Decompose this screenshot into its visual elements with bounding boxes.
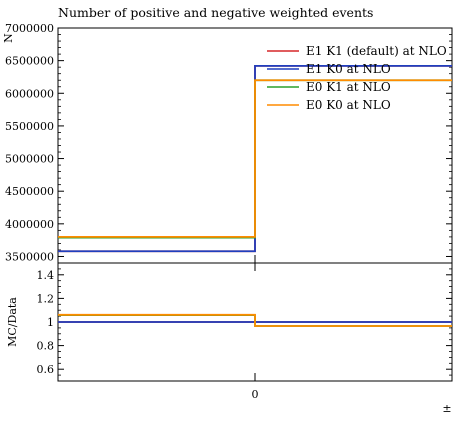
main-y-tick-label: 6500000 — [5, 55, 54, 68]
main-series — [58, 64, 452, 253]
ratio-series — [58, 313, 452, 327]
main-y-tick-label: 4000000 — [5, 218, 54, 231]
ratio-y-tick-label: 1.2 — [37, 292, 55, 305]
main-y-tick-label: 5500000 — [5, 120, 54, 133]
main-series-line — [58, 79, 452, 238]
legend-label: E0 K1 at NLO — [306, 80, 391, 94]
ratio-y-ticks: 0.6 0.8 1 1.2 1.4 — [37, 262, 452, 382]
main-y-tick-label: 3500000 — [5, 250, 54, 263]
main-y-tick-label: 6000000 — [5, 87, 54, 100]
legend-label: E1 K0 at NLO — [306, 62, 391, 76]
ratio-series-line — [58, 313, 452, 327]
ratio-y-tick-label: 0.8 — [37, 340, 55, 353]
ratio-y-tick-label: 0.6 — [37, 363, 55, 376]
main-y-ticks: 3500000 4000000 4500000 5000000 5500000 60000… — [5, 22, 452, 263]
legend-label: E0 K0 at NLO — [306, 98, 391, 112]
ratio-y-tick-label: 1.4 — [37, 269, 55, 282]
ratio-y-axis-label: MC/Data — [6, 297, 19, 347]
main-y-tick-label: 5000000 — [5, 153, 54, 166]
ratio-panel: 0.6 0.8 1 1.2 1.4 0 MC/Data ± — [6, 255, 453, 415]
main-panel: 3500000 4000000 4500000 5000000 5500000 60000… — [2, 22, 453, 264]
legend-label: E1 K1 (default) at NLO — [306, 44, 447, 58]
main-y-axis-label: N — [2, 33, 15, 43]
ratio-y-tick-label: 1 — [47, 316, 54, 329]
chart-title: Number of positive and negative weighted… — [58, 5, 373, 20]
x-tick-label: 0 — [252, 388, 259, 401]
legend: E1 K1 (default) at NLO E1 K0 at NLO E0 K1 … — [267, 44, 447, 112]
main-y-tick-label: 7000000 — [5, 22, 54, 35]
ratio-x-ticks: 0 — [252, 255, 259, 401]
main-y-tick-label: 4500000 — [5, 185, 54, 198]
x-axis-label: ± — [442, 402, 451, 415]
